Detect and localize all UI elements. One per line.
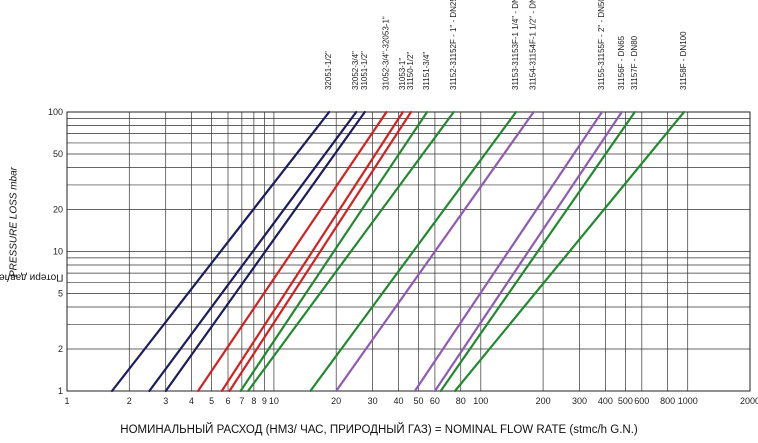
- x-tick-label: 600: [634, 396, 649, 406]
- series-label: 31156F - DN65: [617, 35, 626, 90]
- series-line: [246, 110, 455, 393]
- series-label: 31155-31155F - 2" - DN50: [597, 0, 606, 90]
- x-tick-label: 6: [225, 396, 230, 406]
- series-label: 31154-31154F-1 1/2" - DN40: [529, 0, 538, 90]
- x-tick-label: 2: [127, 396, 132, 406]
- series-line: [228, 110, 413, 393]
- series-line: [220, 110, 404, 393]
- y-axis-title-en: PRESSURE LOSS mbar: [8, 166, 20, 278]
- x-tick-label: 10: [269, 396, 279, 406]
- x-tick-label: 1: [64, 396, 69, 406]
- x-tick-label: 2000: [740, 396, 758, 406]
- y-tick-label: 10: [53, 247, 63, 257]
- minor-gridlines: [67, 118, 750, 350]
- series-label: 31053-1": [398, 58, 407, 90]
- series-label: 31153-31153F-1 1/4" - DN32: [511, 0, 520, 90]
- y-tick-label: 100: [48, 107, 63, 117]
- series-line: [110, 110, 331, 393]
- x-tick-label: 60: [430, 396, 440, 406]
- x-tick-label: 50: [414, 396, 424, 406]
- series-line: [196, 110, 388, 393]
- y-tick-label: 1: [58, 386, 63, 396]
- x-axis-title-en: NOMINAL FLOW RATE (stmc/h G.N.): [444, 424, 638, 436]
- x-tick-labels: 1 2 3 4 5 6 7 8 9 10 20 30 40 50 60 80 100 200 300 400 500 60…: [64, 396, 758, 406]
- series-line: [453, 110, 686, 393]
- series-label: 31150-1/2": [406, 52, 415, 90]
- series-line: [239, 110, 429, 393]
- plot-frame: [66, 111, 751, 392]
- x-tick-label: 300: [572, 396, 587, 406]
- x-axis-title: НОМИНАЛЬНЫЙ РАСХОД (НМ3/ ЧАС, ПРИРОДНЫЙ …: [0, 424, 758, 436]
- series-labels: 32051-1/2" 32052-3/4" 31051-1/2" 31052-3/4"…: [324, 0, 688, 90]
- x-tick-label: 20: [331, 396, 341, 406]
- y-tick-labels: 1 2 5 10 20 50 100: [48, 107, 63, 396]
- y-tick-label: 5: [58, 288, 63, 298]
- x-tick-label: 800: [660, 396, 675, 406]
- x-tick-label: 500: [618, 396, 633, 406]
- x-tick-label: 200: [536, 396, 551, 406]
- series-label: 32052-3/4": [351, 51, 360, 90]
- x-tick-label: 8: [251, 396, 256, 406]
- x-tick-label: 4: [189, 396, 194, 406]
- x-tick-label: 9: [262, 396, 267, 406]
- y-axis-title-separator: /: [7, 271, 10, 283]
- y-tick-label: 2: [58, 344, 63, 354]
- x-tick-label: 5: [209, 396, 214, 406]
- series-lines: [110, 110, 686, 393]
- series-label: 31151-3/4": [422, 52, 431, 90]
- x-tick-label: 40: [393, 396, 403, 406]
- series-label: 31052-3/4"-32053-1": [381, 16, 390, 90]
- x-tick-label: 1000: [678, 396, 698, 406]
- series-line: [335, 110, 535, 393]
- y-tick-label: 20: [53, 205, 63, 215]
- series-label: 31158F - DN100: [679, 31, 688, 90]
- series-line: [309, 110, 518, 393]
- series-line: [148, 110, 358, 393]
- x-tick-label: 7: [239, 396, 244, 406]
- series-label: 32051-1/2": [324, 51, 333, 90]
- x-tick-label: 3: [163, 396, 168, 406]
- y-tick-label: 50: [53, 149, 63, 159]
- x-axis-title-ru: НОМИНАЛЬНЫЙ РАСХОД (НМ3/ ЧАС, ПРИРОДНЫЙ …: [120, 424, 432, 436]
- x-tick-label: 400: [598, 396, 613, 406]
- series-label: 31152-31152F - 1" - DN25: [449, 0, 458, 90]
- series-line: [413, 110, 604, 393]
- x-tick-label: 80: [456, 396, 466, 406]
- series-line: [164, 110, 366, 393]
- x-tick-label: 100: [473, 396, 488, 406]
- series-line: [439, 110, 636, 393]
- series-label: 31157F - DN80: [630, 35, 639, 90]
- series-label: 31051-1/2": [360, 51, 369, 90]
- x-axis-title-separator: =: [431, 424, 445, 436]
- series-line: [433, 110, 623, 393]
- x-tick-label: 30: [368, 396, 378, 406]
